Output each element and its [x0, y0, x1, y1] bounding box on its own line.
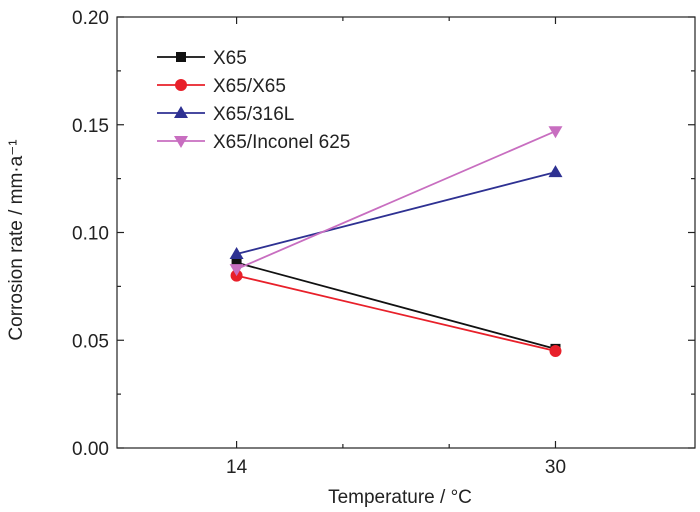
legend-label-x65-inconel-625: X65/Inconel 625	[213, 132, 350, 153]
series-line-x65	[236, 261, 556, 350]
legend-marker-x65-316l	[174, 106, 188, 118]
data-point-x65	[231, 257, 242, 268]
data-point-x65-316l	[229, 247, 244, 260]
legend-label-x65-x65: X65/X65	[213, 76, 286, 97]
x-axis: 14 30	[226, 17, 566, 478]
data-point-x65-316l	[548, 165, 563, 178]
series-line-x65-x65	[236, 274, 556, 352]
legend-marker-x65-x65	[175, 79, 187, 91]
legend-marker-x65	[176, 52, 186, 62]
y-tick-label: 0.05	[72, 331, 109, 352]
plot-area-frame	[116, 16, 696, 449]
data-point-x65-inconel-625	[548, 126, 563, 139]
y-tick-label: 0.20	[72, 8, 109, 29]
series-line-x65-316l	[236, 171, 556, 255]
legend: X65 X65/X65 X65/316L X65/Inconel 625	[157, 48, 350, 153]
y-tick-label: 0.00	[72, 439, 109, 460]
x-tick-label: 30	[545, 457, 566, 478]
legend-label-x65: X65	[213, 48, 247, 69]
series-line-x65-inconel-625	[236, 130, 556, 270]
y-tick-label: 0.10	[72, 224, 109, 245]
y-axis: 0.00 0.05 0.10 0.15 0.20	[72, 8, 695, 460]
x-tick-label: 14	[226, 457, 248, 478]
data-point-x65-x65	[549, 345, 562, 358]
legend-label-x65-316l: X65/316L	[213, 104, 294, 125]
data-point-x65-inconel-625	[229, 264, 244, 277]
y-axis-title: Corrosion rate / mm·a⁻¹	[6, 139, 27, 340]
legend-marker-x65-inconel-625	[174, 136, 188, 148]
y-tick-label: 0.15	[72, 116, 109, 137]
series-layer	[229, 126, 563, 358]
x-axis-title: Temperature / °C	[328, 487, 472, 508]
